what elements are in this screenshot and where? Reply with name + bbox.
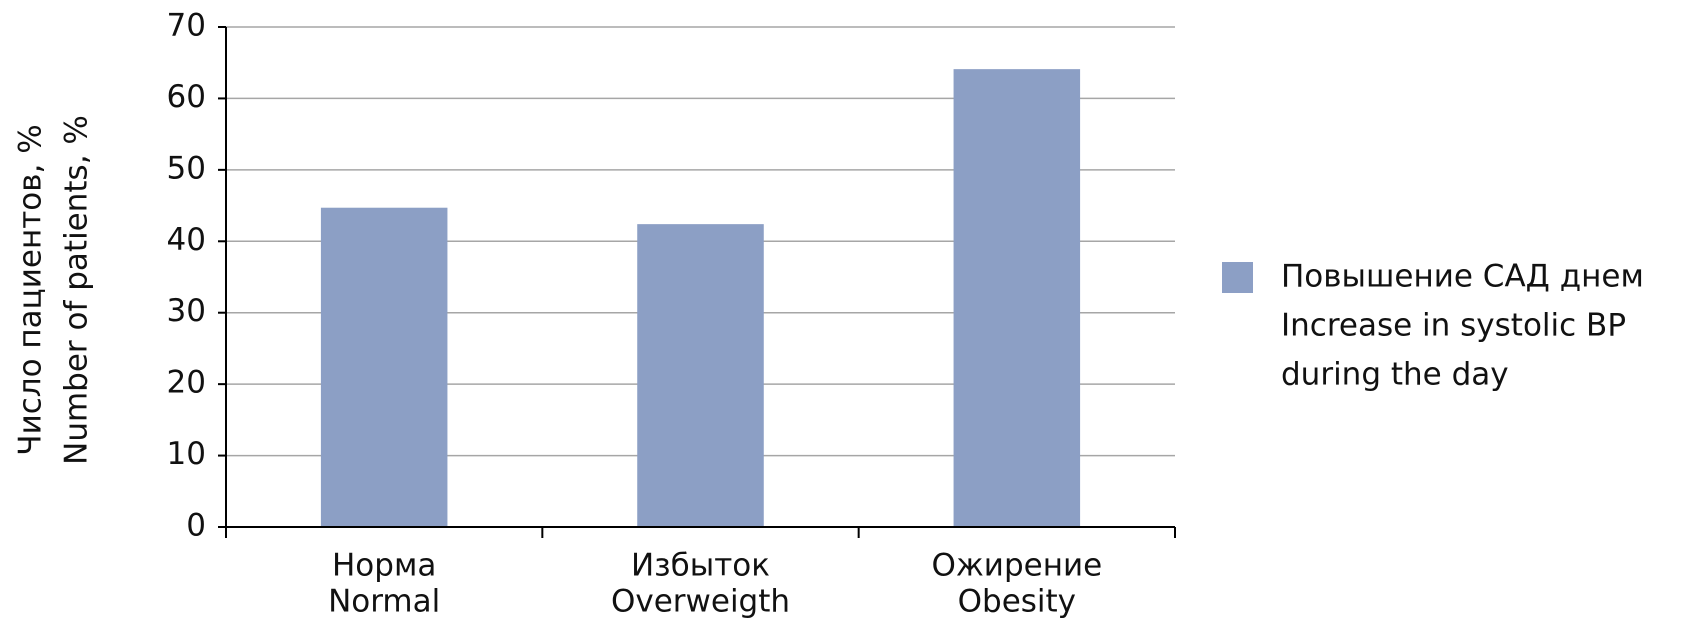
- y-tick-label: 20: [167, 365, 206, 401]
- legend-swatch: [1222, 262, 1253, 293]
- legend-label: Increase in systolic BP: [1281, 308, 1626, 344]
- x-tick-label: Избыток: [631, 548, 770, 584]
- y-tick-label: 40: [167, 222, 206, 258]
- bar: [953, 69, 1081, 528]
- y-tick-label: 30: [167, 293, 206, 329]
- bar: [320, 207, 448, 527]
- y-axis-label: Число пациентов, %: [13, 124, 49, 455]
- y-axis-label: Number of patients, %: [59, 115, 95, 465]
- bar: [637, 224, 764, 527]
- legend-label: during the day: [1281, 357, 1509, 393]
- x-tick-label: Ожирение: [931, 548, 1102, 584]
- legend-label: Повышение САД днем: [1281, 259, 1644, 295]
- x-tick-label: Overweigth: [611, 584, 790, 620]
- x-tick-label: Obesity: [958, 584, 1076, 620]
- y-tick-label: 60: [167, 79, 206, 115]
- y-tick-label: 50: [167, 150, 206, 186]
- x-tick-label: Норма: [332, 548, 436, 584]
- y-tick-label: 70: [167, 8, 206, 44]
- y-tick-label: 10: [167, 436, 206, 472]
- x-tick-label: Normal: [328, 584, 440, 620]
- y-tick-label: 0: [186, 508, 206, 544]
